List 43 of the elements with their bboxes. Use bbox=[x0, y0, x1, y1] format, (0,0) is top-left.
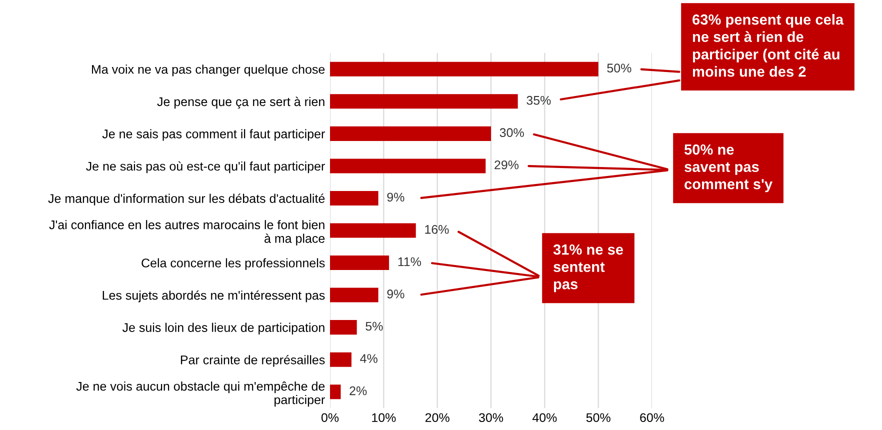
y-tick-label: Je ne sais pas où est-ce qu'il faut participer bbox=[86, 161, 325, 174]
text: 50% ne savent pas comment s'y bbox=[684, 144, 772, 192]
y-tick-label: J'ai confiance en les autres marocains le font bien à ma place bbox=[49, 220, 325, 246]
y-tick-label: Je pense que ça ne sert à rien bbox=[157, 96, 324, 109]
y-tick-label: Ma voix ne va pas changer quelque chose bbox=[92, 64, 325, 76]
y-tick-label: Je ne vois aucun obstacle qui m'empêche de participer bbox=[76, 381, 325, 407]
text: 63% pensent que cela ne sert à rien de participer (ont cité au moins une des 2 bbox=[692, 14, 844, 77]
bar bbox=[330, 94, 518, 109]
bar bbox=[330, 158, 486, 174]
bar bbox=[330, 62, 598, 76]
x-tick-label: 30% bbox=[478, 413, 504, 422]
data-label: 11% bbox=[398, 257, 422, 266]
y-tick-label: Je manque d'information sur les débats d'actualité bbox=[48, 194, 325, 206]
bar bbox=[330, 320, 357, 335]
data-label: 16% bbox=[425, 225, 449, 234]
x-tick-label: 60% bbox=[640, 413, 664, 422]
data-label: 5% bbox=[366, 322, 383, 331]
x-tick-label: 10% bbox=[372, 413, 396, 422]
bar bbox=[330, 126, 491, 141]
y-tick-label: Les sujets abordés ne m'intéressent pas bbox=[102, 290, 325, 302]
y-tick-label: Je ne sais pas comment il faut participer bbox=[102, 129, 325, 141]
y-tick-label: Par crainte de représailles bbox=[180, 354, 325, 367]
y-tick-label: Je suis loin des lieux de participation bbox=[122, 322, 324, 334]
x-tick-label: 50% bbox=[586, 413, 610, 422]
x-tick-label: 20% bbox=[425, 413, 450, 422]
bar bbox=[330, 223, 416, 238]
x-tick-label: 0% bbox=[321, 413, 339, 422]
data-label: 9% bbox=[387, 290, 404, 298]
annotation: 31% ne se sentent pas bbox=[553, 244, 624, 292]
data-label: 4% bbox=[360, 354, 378, 363]
bar bbox=[330, 190, 378, 206]
data-label: 30% bbox=[500, 128, 524, 138]
bar bbox=[330, 352, 352, 367]
data-label: 50% bbox=[607, 64, 632, 72]
bar bbox=[330, 256, 390, 270]
bar bbox=[330, 384, 341, 400]
data-label: 29% bbox=[494, 160, 519, 170]
data-label: 35% bbox=[526, 96, 551, 105]
y-tick-label: Cela concerne les professionnels bbox=[142, 258, 325, 270]
data-label: 2% bbox=[350, 386, 367, 396]
data-label: 9% bbox=[387, 192, 404, 202]
x-tick-label: 40% bbox=[532, 413, 557, 422]
bar bbox=[330, 288, 378, 302]
